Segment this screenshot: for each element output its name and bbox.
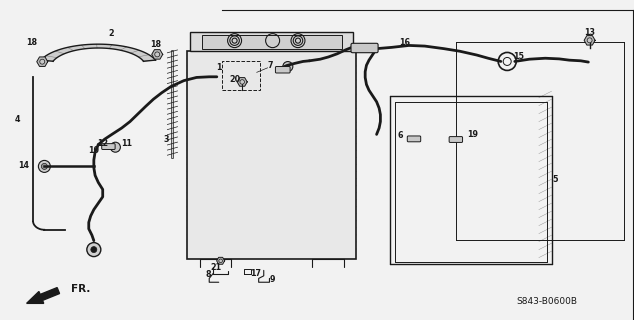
FancyBboxPatch shape xyxy=(101,144,115,149)
Polygon shape xyxy=(37,57,48,67)
Text: 19: 19 xyxy=(467,130,479,139)
Text: S843-B0600B: S843-B0600B xyxy=(516,297,577,306)
FancyBboxPatch shape xyxy=(407,136,421,142)
Text: 21: 21 xyxy=(210,263,221,272)
Polygon shape xyxy=(237,77,247,86)
Polygon shape xyxy=(584,36,595,45)
Text: 10: 10 xyxy=(87,146,99,155)
Circle shape xyxy=(39,160,50,172)
Circle shape xyxy=(240,80,245,84)
Text: 6: 6 xyxy=(398,132,403,140)
Polygon shape xyxy=(217,257,224,264)
Text: 14: 14 xyxy=(18,161,30,170)
Circle shape xyxy=(41,164,48,169)
Circle shape xyxy=(87,243,101,257)
Circle shape xyxy=(110,142,120,152)
FancyBboxPatch shape xyxy=(449,137,463,142)
Text: 13: 13 xyxy=(584,28,595,37)
Text: 20: 20 xyxy=(229,76,240,84)
Circle shape xyxy=(155,52,160,57)
Text: 8: 8 xyxy=(205,270,210,279)
Text: 11: 11 xyxy=(121,139,133,148)
FancyBboxPatch shape xyxy=(275,67,290,73)
Text: 18: 18 xyxy=(150,40,162,49)
Text: FR.: FR. xyxy=(71,284,91,294)
Text: 3: 3 xyxy=(164,135,169,144)
Text: 12: 12 xyxy=(97,140,108,148)
Text: 2: 2 xyxy=(108,29,113,38)
Text: 7: 7 xyxy=(268,61,273,70)
Polygon shape xyxy=(152,50,163,59)
FancyBboxPatch shape xyxy=(351,43,378,53)
Text: 17: 17 xyxy=(250,269,262,278)
Circle shape xyxy=(283,61,293,72)
Circle shape xyxy=(219,259,223,263)
Circle shape xyxy=(40,59,45,64)
Text: 9: 9 xyxy=(270,275,275,284)
Text: 18: 18 xyxy=(26,38,37,47)
Text: 4: 4 xyxy=(15,115,20,124)
Bar xyxy=(190,32,353,51)
Polygon shape xyxy=(41,44,155,61)
Bar xyxy=(222,61,260,90)
FancyArrow shape xyxy=(27,288,60,303)
Text: 1: 1 xyxy=(216,63,221,72)
Circle shape xyxy=(91,247,97,252)
Text: 5: 5 xyxy=(553,175,558,184)
Bar xyxy=(187,51,356,259)
Text: 16: 16 xyxy=(399,38,410,47)
Circle shape xyxy=(587,38,592,43)
Bar xyxy=(202,35,342,49)
Text: 15: 15 xyxy=(513,52,524,61)
